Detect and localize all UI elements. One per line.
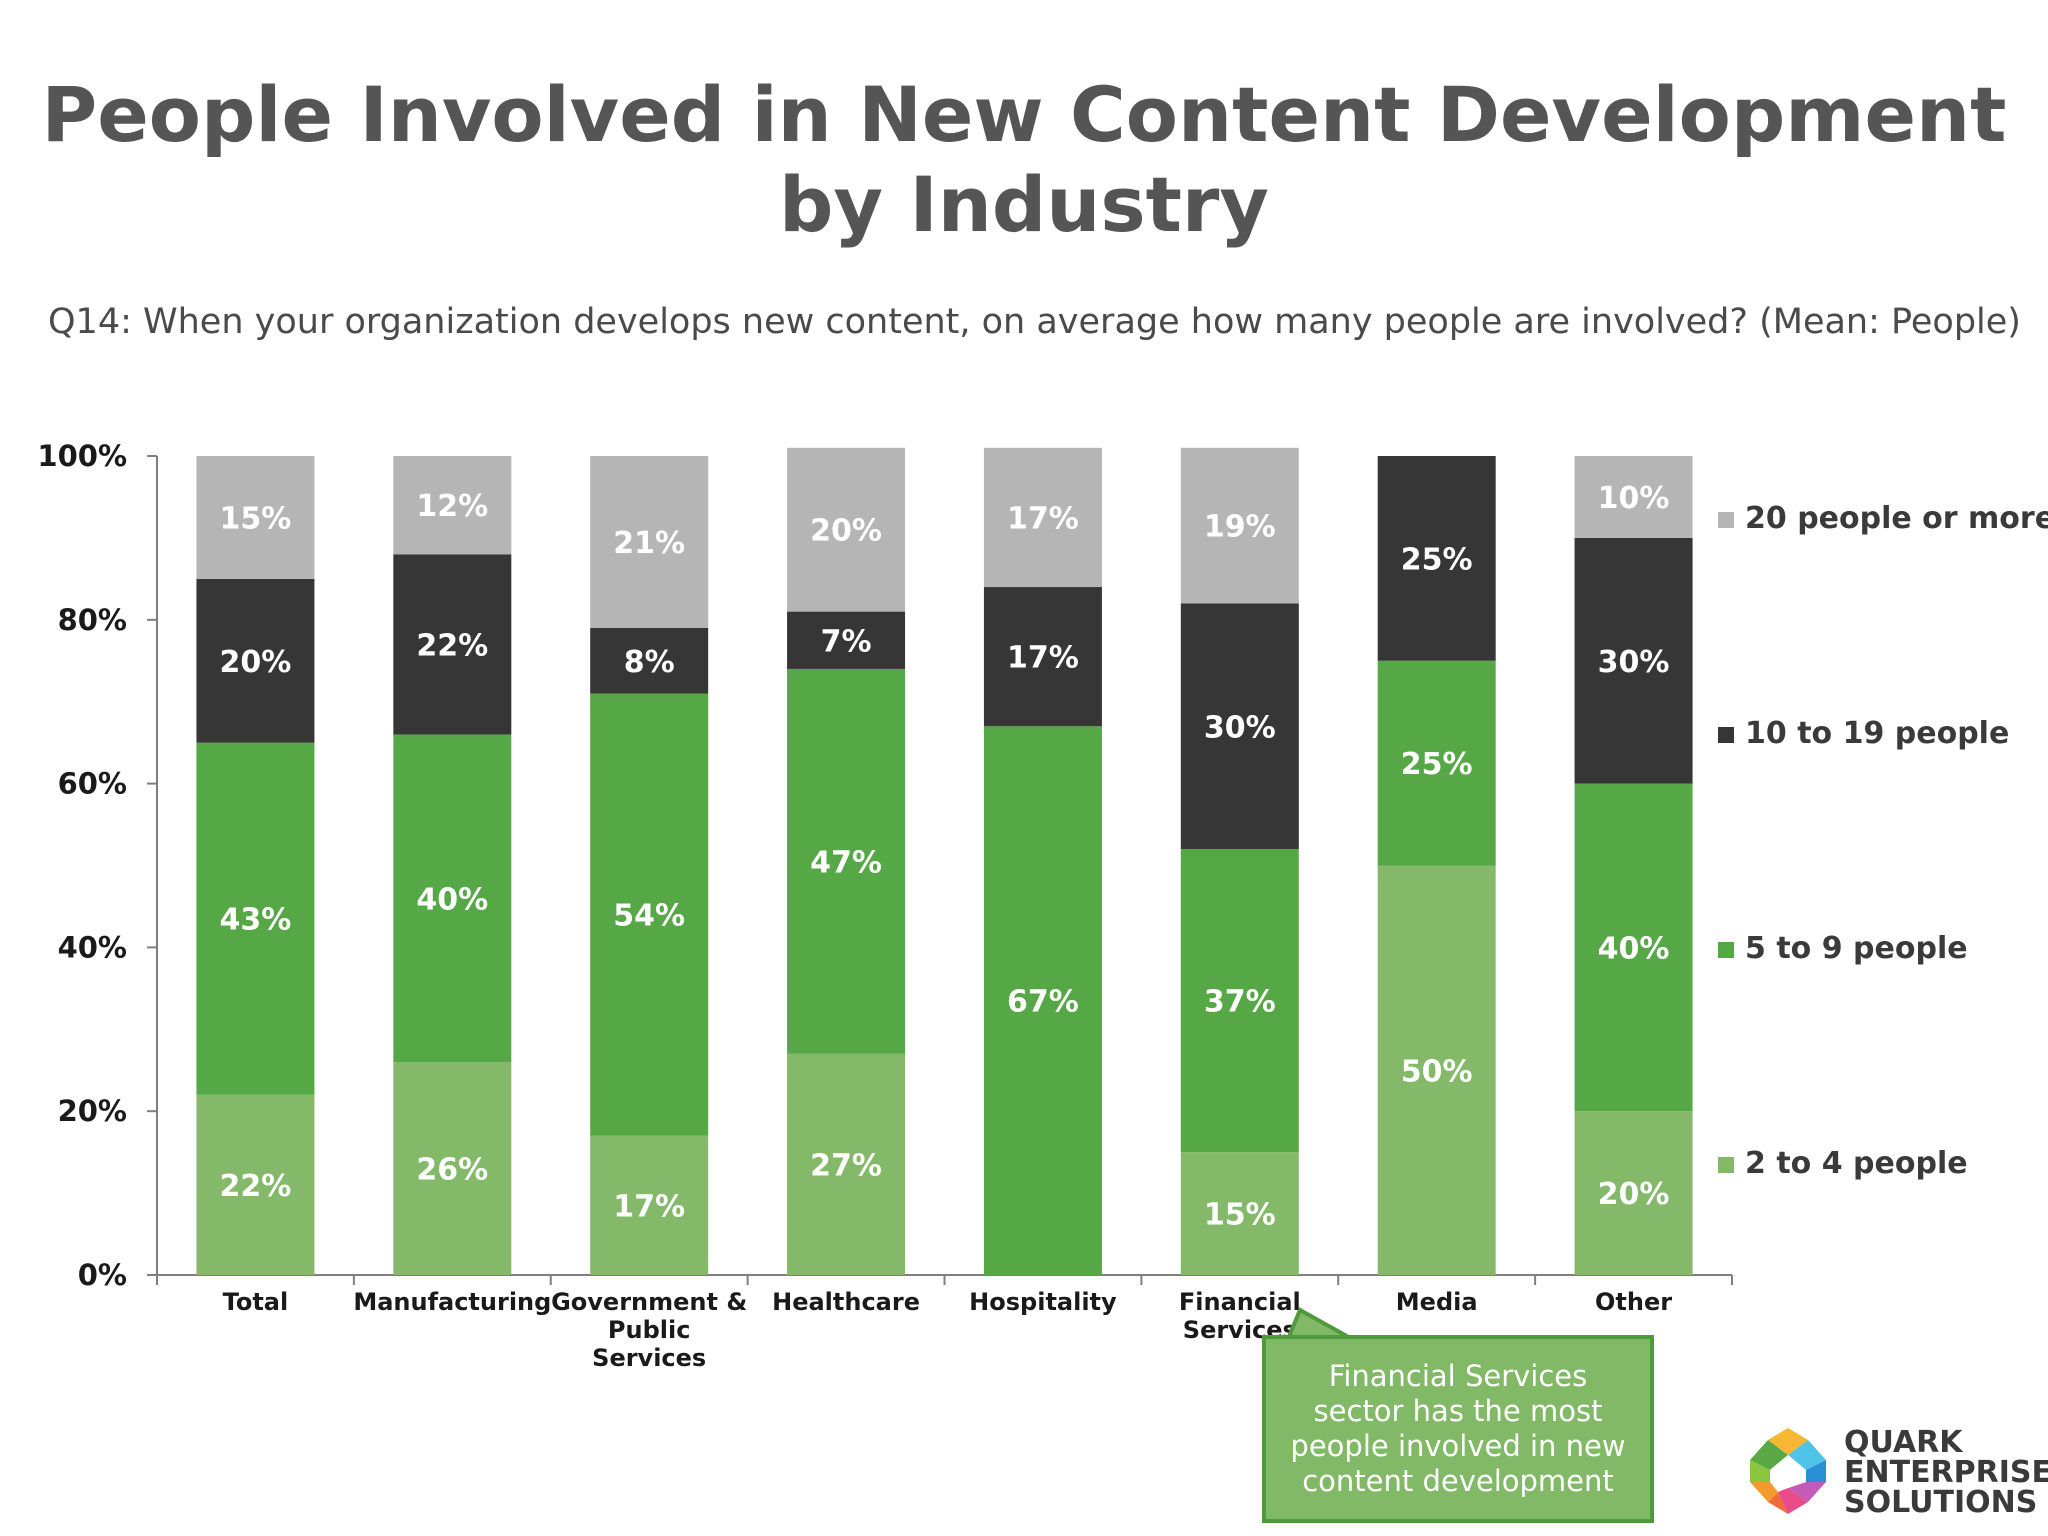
chart-title: People Involved in New Content Developme…: [0, 70, 2048, 250]
data-label: 10%: [1598, 481, 1670, 516]
chart-title-line1: People Involved in New Content Developme…: [41, 70, 2007, 159]
logo-line3: SOLUTIONS: [1844, 1485, 2038, 1520]
bar-segment: [1377, 865, 1496, 1275]
data-label: 21%: [613, 526, 685, 561]
data-label: 22%: [416, 628, 488, 663]
bar-segment: [1574, 537, 1693, 784]
data-label: 67%: [1007, 985, 1079, 1020]
bar-segment: [787, 1053, 906, 1275]
bar-segment: [1180, 603, 1299, 850]
quark-logo-icon: [1750, 1428, 1826, 1514]
bar-segment: [1377, 456, 1496, 661]
bar-segment: [983, 587, 1102, 727]
bar-segment: [196, 1094, 315, 1275]
bar-segment: [983, 726, 1102, 1275]
bar-segment: [196, 742, 315, 1095]
bar-segment: [590, 693, 709, 1136]
legend-swatch: [1718, 727, 1734, 743]
legend-swatch: [1718, 1157, 1734, 1173]
bar-segment: [1377, 660, 1496, 866]
x-category-label: Other: [1595, 1288, 1672, 1316]
data-label: 47%: [810, 845, 882, 880]
data-label: 17%: [1007, 641, 1079, 676]
data-label: 26%: [416, 1153, 488, 1188]
bar-segment: [393, 554, 512, 735]
y-tick-label: 40%: [58, 930, 127, 964]
data-label: 20%: [1598, 1177, 1670, 1212]
data-label: 25%: [1401, 747, 1473, 782]
x-category-label: Total: [223, 1288, 289, 1316]
x-category-label: Financial: [1179, 1288, 1301, 1316]
data-label: 22%: [220, 1169, 292, 1204]
bar-segment: [787, 447, 906, 612]
data-label: 7%: [821, 624, 872, 659]
bar-segment: [590, 627, 709, 694]
bar-segment: [787, 611, 906, 669]
legend-swatch: [1718, 942, 1734, 958]
bar-segment: [1180, 849, 1299, 1153]
quark-logo-text: QUARK ENTERPRISE SOLUTIONS: [1844, 1428, 2048, 1518]
bar-segment: [196, 456, 315, 579]
x-category-label: Services: [592, 1344, 706, 1372]
quark-logo: QUARK ENTERPRISE SOLUTIONS: [1738, 1420, 2048, 1530]
data-label: 40%: [416, 882, 488, 917]
x-category-label: Manufacturing: [353, 1288, 551, 1316]
data-label: 20%: [810, 514, 882, 549]
bar-segment: [196, 578, 315, 743]
chart-title-line2: by Industry: [779, 160, 1269, 249]
data-label: 17%: [613, 1189, 685, 1224]
y-tick-label: 100%: [37, 439, 127, 473]
data-label: 40%: [1598, 931, 1670, 966]
bar-segment: [1180, 1152, 1299, 1275]
data-label: 15%: [220, 501, 292, 536]
chart-subtitle: Q14: When your organization develops new…: [48, 302, 2021, 342]
data-label: 20%: [220, 645, 292, 680]
y-tick-label: 80%: [58, 603, 127, 637]
data-label: 15%: [1204, 1198, 1276, 1233]
data-label: 30%: [1598, 645, 1670, 680]
legend-label: 2 to 4 people: [1745, 1146, 1968, 1181]
bar-segment: [393, 456, 512, 555]
data-label: 12%: [416, 489, 488, 524]
callout-box: Financial Services sector has the most p…: [1262, 1335, 1654, 1523]
x-category-label: Government &: [551, 1288, 747, 1316]
bar-segment: [1574, 456, 1693, 538]
y-tick-label: 20%: [58, 1094, 127, 1128]
legend-label: 5 to 9 people: [1745, 931, 1968, 966]
bar-segment: [983, 447, 1102, 588]
bar-segment: [590, 1135, 709, 1275]
data-label: 25%: [1401, 542, 1473, 577]
data-label: 50%: [1401, 1054, 1473, 1089]
data-label: 30%: [1204, 710, 1276, 745]
bar-segment: [590, 456, 709, 628]
legend-swatch: [1718, 512, 1734, 528]
data-label: 37%: [1204, 985, 1276, 1020]
data-label: 43%: [220, 903, 292, 938]
data-label: 27%: [810, 1148, 882, 1183]
data-label: 54%: [613, 899, 685, 934]
bar-segment: [787, 668, 906, 1054]
bar-segment: [393, 1062, 512, 1275]
bar-segment: [393, 734, 512, 1063]
bar-segment: [1574, 1111, 1693, 1275]
legend-label: 20 people or more: [1745, 501, 2048, 536]
logo-line2: ENTERPRISE: [1844, 1455, 2048, 1490]
y-tick-label: 0%: [78, 1258, 127, 1292]
x-category-label: Hospitality: [969, 1288, 1117, 1316]
data-label: 8%: [624, 645, 675, 680]
legend-label: 10 to 19 people: [1745, 716, 2009, 751]
data-label: 17%: [1007, 501, 1079, 536]
x-category-label: Media: [1396, 1288, 1478, 1316]
x-category-label: Public: [608, 1316, 691, 1344]
logo-line1: QUARK: [1844, 1425, 1963, 1460]
bar-segment: [1574, 783, 1693, 1112]
bar-segment: [1180, 447, 1299, 604]
data-label: 19%: [1204, 510, 1276, 545]
y-tick-label: 60%: [58, 767, 127, 801]
x-category-label: Healthcare: [772, 1288, 920, 1316]
